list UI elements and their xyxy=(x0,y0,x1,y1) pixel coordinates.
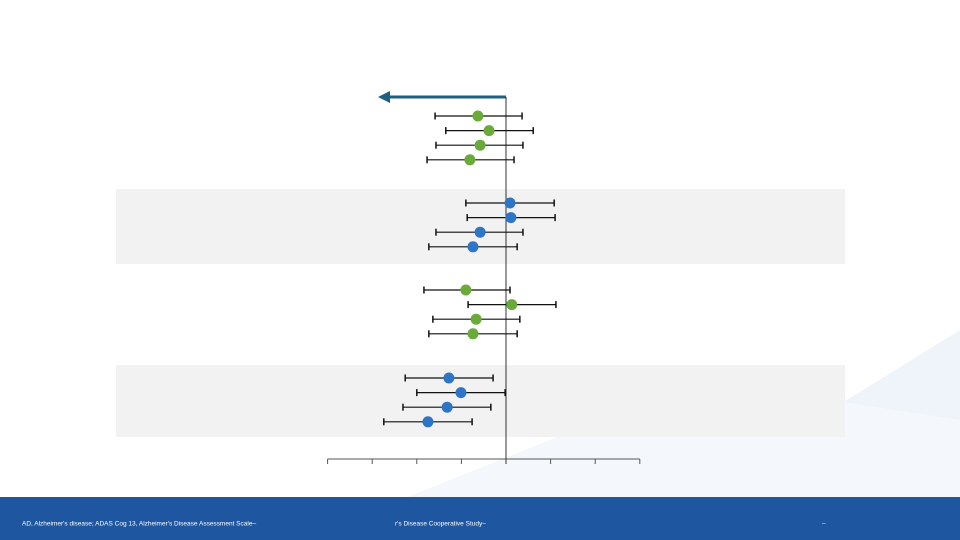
point-estimate xyxy=(504,197,516,209)
point-estimate xyxy=(464,154,476,166)
point-estimate xyxy=(470,313,482,325)
point-estimate xyxy=(474,226,486,238)
point-estimate xyxy=(467,328,479,340)
point-estimate xyxy=(506,299,518,311)
point-estimate xyxy=(472,110,484,122)
point-estimate xyxy=(422,416,434,428)
point-estimate xyxy=(441,401,453,413)
row-band xyxy=(116,189,845,264)
footer-text: – xyxy=(822,521,826,528)
point-estimate xyxy=(460,284,472,296)
footer-bar xyxy=(0,497,960,540)
point-estimate xyxy=(474,139,486,151)
point-estimate xyxy=(483,125,495,137)
point-estimate xyxy=(505,212,517,224)
point-estimate xyxy=(467,241,479,253)
point-estimate xyxy=(455,387,467,399)
footer-text: AD, Alzheimer's disease; ADAS Cog 13, Al… xyxy=(22,521,256,528)
row-band xyxy=(116,365,845,437)
point-estimate xyxy=(443,372,455,384)
arrow-head xyxy=(378,91,390,103)
footer-text: r's Disease Cooperative Study– xyxy=(395,521,486,528)
